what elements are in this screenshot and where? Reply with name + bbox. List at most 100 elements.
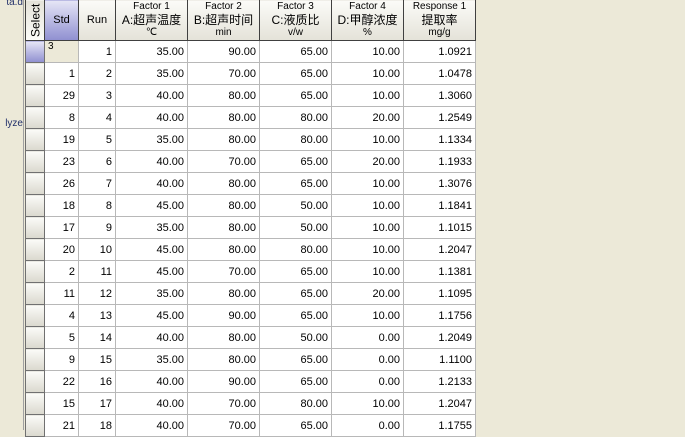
factor-c-cell[interactable]: 65.00 [259, 62, 332, 85]
row-select-button[interactable] [25, 84, 45, 107]
factor-c-cell[interactable]: 80.00 [259, 392, 332, 415]
row-select-button[interactable] [25, 326, 45, 349]
response-cell[interactable]: 1.0478 [403, 62, 476, 85]
factor-a-cell[interactable]: 40.00 [115, 150, 188, 173]
factor-d-cell[interactable]: 10.00 [331, 260, 404, 283]
factor-d-cell[interactable]: 0.00 [331, 348, 404, 371]
select-column-header[interactable]: Select [25, 0, 45, 41]
response-column-header[interactable]: Response 1 提取率 mg/g [403, 0, 476, 41]
factor-b-cell[interactable]: 90.00 [187, 370, 260, 393]
run-cell[interactable]: 17 [78, 392, 116, 415]
factor-c-cell[interactable]: 65.00 [259, 172, 332, 195]
std-cell[interactable]: 1 [44, 62, 79, 85]
factor-d-cell[interactable]: 10.00 [331, 194, 404, 217]
factor-d-cell[interactable]: 10.00 [331, 84, 404, 107]
factor-c-cell[interactable]: 65.00 [259, 282, 332, 305]
response-cell[interactable]: 1.1756 [403, 304, 476, 327]
response-cell[interactable]: 1.2047 [403, 392, 476, 415]
factor-d-cell[interactable]: 10.00 [331, 216, 404, 239]
factor-a-cell[interactable]: 40.00 [115, 392, 188, 415]
factor-b-cell[interactable]: 80.00 [187, 194, 260, 217]
factor-b-cell[interactable]: 80.00 [187, 172, 260, 195]
response-cell[interactable]: 1.0921 [403, 40, 476, 63]
factor-c-cell[interactable]: 50.00 [259, 326, 332, 349]
factor-c-cell[interactable]: 65.00 [259, 414, 332, 437]
run-cell[interactable]: 5 [78, 128, 116, 151]
factor-a-cell[interactable]: 35.00 [115, 128, 188, 151]
factor-c-cell[interactable]: 50.00 [259, 194, 332, 217]
row-select-button[interactable] [25, 348, 45, 371]
run-cell[interactable]: 16 [78, 370, 116, 393]
row-select-button[interactable] [25, 238, 45, 261]
factor-d-cell[interactable]: 10.00 [331, 238, 404, 261]
factor-c-cell[interactable]: 65.00 [259, 40, 332, 63]
response-cell[interactable]: 1.2549 [403, 106, 476, 129]
factor-c-cell[interactable]: 65.00 [259, 348, 332, 371]
factor-d-cell[interactable]: 10.00 [331, 392, 404, 415]
run-cell[interactable]: 13 [78, 304, 116, 327]
factor-c-cell[interactable]: 65.00 [259, 150, 332, 173]
std-cell[interactable]: 2 [44, 260, 79, 283]
std-cell[interactable]: 20 [44, 238, 79, 261]
run-cell[interactable]: 3 [78, 84, 116, 107]
left-panel-item[interactable]: ta.d [6, 0, 23, 8]
factor-b-cell[interactable]: 90.00 [187, 304, 260, 327]
factor-a-cell[interactable]: 35.00 [115, 348, 188, 371]
run-cell[interactable]: 12 [78, 282, 116, 305]
factor-a-cell[interactable]: 40.00 [115, 326, 188, 349]
std-cell[interactable]: 19 [44, 128, 79, 151]
factor-d-cell[interactable]: 10.00 [331, 304, 404, 327]
run-cell[interactable]: 6 [78, 150, 116, 173]
row-select-button[interactable] [25, 282, 45, 305]
factor-b-cell[interactable]: 80.00 [187, 106, 260, 129]
factor-b-cell[interactable]: 80.00 [187, 238, 260, 261]
run-cell[interactable]: 11 [78, 260, 116, 283]
factor-d-cell[interactable]: 20.00 [331, 150, 404, 173]
factor-b-cell[interactable]: 70.00 [187, 260, 260, 283]
row-select-button[interactable] [25, 260, 45, 283]
response-cell[interactable]: 1.2133 [403, 370, 476, 393]
row-select-button[interactable] [25, 172, 45, 195]
factor-c-cell[interactable]: 80.00 [259, 106, 332, 129]
factor-c-cell[interactable]: 65.00 [259, 260, 332, 283]
std-cell[interactable]: 9 [44, 348, 79, 371]
factor-d-cell[interactable]: 20.00 [331, 106, 404, 129]
factor-a-cell[interactable]: 40.00 [115, 370, 188, 393]
factor-a-cell[interactable]: 35.00 [115, 40, 188, 63]
run-cell[interactable]: 8 [78, 194, 116, 217]
run-cell[interactable]: 10 [78, 238, 116, 261]
response-cell[interactable]: 1.1755 [403, 414, 476, 437]
factor-a-cell[interactable]: 40.00 [115, 106, 188, 129]
std-cell[interactable]: 17 [44, 216, 79, 239]
std-cell[interactable]: 5 [44, 326, 79, 349]
factor-a-cell[interactable]: 45.00 [115, 304, 188, 327]
row-select-button[interactable] [25, 414, 45, 437]
factor-a-cell[interactable]: 40.00 [115, 414, 188, 437]
factor-b-cell[interactable]: 80.00 [187, 326, 260, 349]
factor-b-cell[interactable]: 80.00 [187, 216, 260, 239]
run-column-header[interactable]: Run [78, 0, 116, 41]
factor-column-header[interactable]: Factor 2 B:超声时间 min [187, 0, 260, 41]
factor-a-cell[interactable]: 45.00 [115, 238, 188, 261]
factor-column-header[interactable]: Factor 1 A:超声温度 ℃ [115, 0, 188, 41]
factor-b-cell[interactable]: 80.00 [187, 128, 260, 151]
run-cell[interactable]: 15 [78, 348, 116, 371]
row-select-button[interactable] [25, 106, 45, 129]
response-cell[interactable]: 1.3060 [403, 84, 476, 107]
row-select-button[interactable] [25, 194, 45, 217]
run-cell[interactable]: 1 [78, 40, 116, 63]
factor-d-cell[interactable]: 10.00 [331, 172, 404, 195]
response-cell[interactable]: 1.1100 [403, 348, 476, 371]
factor-b-cell[interactable]: 90.00 [187, 40, 260, 63]
factor-b-cell[interactable]: 70.00 [187, 414, 260, 437]
factor-c-cell[interactable]: 80.00 [259, 238, 332, 261]
run-cell[interactable]: 4 [78, 106, 116, 129]
std-cell[interactable]: 22 [44, 370, 79, 393]
response-cell[interactable]: 1.3076 [403, 172, 476, 195]
response-cell[interactable]: 1.1841 [403, 194, 476, 217]
std-cell[interactable]: 26 [44, 172, 79, 195]
run-cell[interactable]: 7 [78, 172, 116, 195]
row-select-button[interactable] [25, 370, 45, 393]
left-panel-item[interactable]: lyze [5, 118, 23, 129]
factor-d-cell[interactable]: 0.00 [331, 414, 404, 437]
